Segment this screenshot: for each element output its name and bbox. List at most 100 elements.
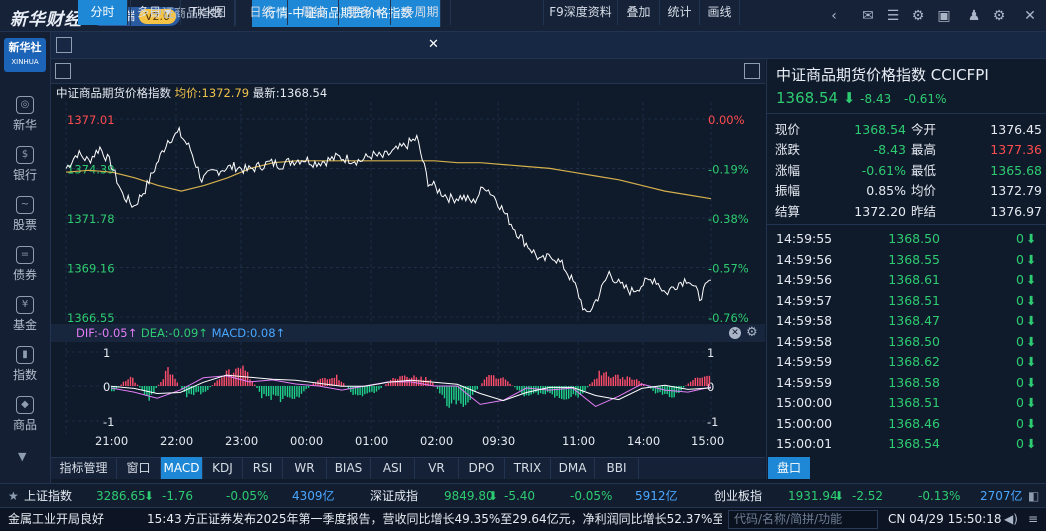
search-input[interactable]: 代码/名称/简拼/功能 bbox=[728, 510, 878, 529]
macd-bar bbox=[432, 383, 434, 386]
macd-bar bbox=[558, 386, 561, 399]
macd-bar bbox=[197, 386, 200, 392]
macd-bar bbox=[617, 374, 619, 386]
close-window-icon[interactable]: ✕ bbox=[1024, 8, 1036, 24]
quote-value: 1372.20 bbox=[854, 203, 906, 219]
stats-button[interactable]: 统计 bbox=[660, 0, 700, 25]
time-tick-label: 15:00 bbox=[691, 434, 724, 448]
indicator-tab-wr[interactable]: WR bbox=[283, 457, 327, 479]
gear-icon[interactable]: ⚙ bbox=[992, 8, 1006, 24]
indicator-tab-macd[interactable]: MACD bbox=[161, 457, 203, 479]
security-title: 中证商品期货价格指数 CCICFPI bbox=[776, 66, 989, 84]
indicator-tab-窗口[interactable]: 窗口 bbox=[117, 457, 161, 479]
mail-icon[interactable]: ✉ bbox=[862, 8, 874, 24]
macd-bar bbox=[202, 386, 204, 393]
draw-button[interactable]: 画线 bbox=[700, 0, 740, 25]
tab-intraday[interactable]: 分时 bbox=[78, 0, 128, 25]
tab-more[interactable]: 更多 ▾ bbox=[339, 0, 391, 25]
macd-bar bbox=[305, 386, 307, 390]
tab-weekly[interactable]: 周线 bbox=[288, 0, 339, 25]
sidebar-toggle-icon[interactable] bbox=[55, 63, 71, 79]
indicator-tab-vr[interactable]: VR bbox=[415, 457, 459, 479]
macd-bar bbox=[422, 380, 425, 386]
macd-bar bbox=[497, 378, 500, 386]
scroll-down-icon[interactable]: ▼ bbox=[18, 450, 27, 463]
quote-label: 涨幅 bbox=[775, 162, 801, 178]
macd-bar bbox=[218, 379, 221, 386]
macd-bar bbox=[336, 374, 338, 386]
trade-price: 1368.50 bbox=[888, 333, 940, 349]
macd-bar bbox=[561, 386, 563, 399]
sidebar-item-commodity[interactable]: ◆ 商品 bbox=[0, 396, 50, 433]
down-arrow-icon: ⬇ bbox=[1026, 272, 1037, 287]
trade-volume: 0 bbox=[1016, 313, 1024, 328]
menu-icon[interactable]: ≡ bbox=[1028, 512, 1039, 526]
xinhua-logo[interactable]: 新华社 XINHUA bbox=[4, 38, 46, 72]
sidebar-item-bond[interactable]: = 债券 bbox=[0, 246, 50, 283]
macd-bar bbox=[612, 376, 614, 386]
intraday-chart[interactable]: 1377.01 1374.39 1371.78 1369.16 1366.55 0.00%… bbox=[51, 84, 765, 457]
message-icon[interactable]: ☰ bbox=[886, 8, 900, 24]
macd-bar bbox=[211, 385, 214, 386]
macd-bar bbox=[462, 386, 464, 407]
macd-bar bbox=[256, 386, 258, 388]
chart-header: 中证商品期货价格指数 均价:1372.79 最新:1368.54 bbox=[56, 86, 328, 100]
macd-bar bbox=[633, 379, 636, 386]
indicator-tab-指标管理[interactable]: 指标管理 bbox=[51, 457, 117, 479]
macd-bar bbox=[214, 382, 216, 386]
macd-bar bbox=[636, 379, 638, 386]
back-icon[interactable]: ‹ bbox=[831, 8, 837, 24]
indicator-tab-asi[interactable]: ASI bbox=[371, 457, 415, 479]
macd-bar bbox=[600, 375, 603, 386]
macd-bar bbox=[518, 386, 521, 391]
indicator-tab-bbi[interactable]: BBI bbox=[595, 457, 639, 479]
indicator-tab-trix[interactable]: TRIX bbox=[505, 457, 551, 479]
indicator-tab-kdj[interactable]: KDJ bbox=[203, 457, 243, 479]
macd-bar bbox=[678, 386, 680, 393]
panel-toggle-icon[interactable] bbox=[744, 63, 760, 79]
time-tick-label: 01:00 bbox=[355, 434, 388, 448]
indicator-tab-bias[interactable]: BIAS bbox=[327, 457, 371, 479]
tab-multiperiod[interactable]: 多周期 bbox=[391, 0, 451, 25]
indicator-tab-dpo[interactable]: DPO bbox=[459, 457, 505, 479]
macd-bar bbox=[701, 377, 703, 386]
macd-bar bbox=[354, 386, 357, 395]
app-logo: 新华财经 bbox=[10, 10, 82, 30]
dropdown-icon: ▾ bbox=[375, 5, 382, 19]
collapse-icon[interactable]: ◧ bbox=[1028, 489, 1040, 503]
sidebar-item-index[interactable]: ▮ 指数 bbox=[0, 346, 50, 383]
macd-bar bbox=[265, 386, 268, 397]
macd-bar bbox=[272, 386, 275, 395]
tab-multiday[interactable]: 多日 ▾ bbox=[128, 0, 181, 25]
skin-icon[interactable]: ♟ bbox=[967, 8, 981, 24]
tab-daily[interactable]: 日线 bbox=[236, 0, 288, 25]
macd-bar bbox=[373, 386, 375, 394]
macd-bar bbox=[190, 386, 193, 395]
layout-icon[interactable] bbox=[56, 37, 72, 53]
macd-bar bbox=[230, 374, 232, 386]
tab-tick[interactable]: Tick图 bbox=[181, 0, 236, 25]
macd-bar bbox=[270, 386, 272, 400]
sidebar-item-fund[interactable]: ¥ 基金 bbox=[0, 296, 50, 333]
bank-icon: $ bbox=[16, 146, 34, 164]
macd-bar bbox=[232, 372, 235, 386]
indicator-tab-rsi[interactable]: RSI bbox=[243, 457, 283, 479]
lock-icon[interactable]: ▣ bbox=[937, 8, 951, 24]
settings-icon[interactable]: ⚙ bbox=[911, 8, 925, 24]
sidebar-item-xinhua[interactable]: ◎ 新华 bbox=[0, 96, 50, 133]
close-tab-icon[interactable]: ✕ bbox=[428, 37, 439, 52]
sidebar-item-stock[interactable]: ~ 股票 bbox=[0, 196, 50, 233]
tab-quote[interactable]: 行情-中证商品期货价格指数 bbox=[252, 0, 442, 27]
indicator-tab-dma[interactable]: DMA bbox=[551, 457, 595, 479]
macd-bar bbox=[268, 386, 270, 397]
close-indicator-icon[interactable]: ✕ bbox=[729, 327, 741, 339]
indicator-settings-icon[interactable]: ⚙ bbox=[746, 325, 758, 340]
volume-icon[interactable]: ◀) bbox=[1004, 512, 1018, 526]
overlay-button[interactable]: 叠加 bbox=[618, 0, 660, 25]
tab-pankou[interactable]: 盘口 bbox=[768, 457, 810, 479]
tab-csi-commodity[interactable]: 中证商品指数 bbox=[138, 0, 236, 27]
f9-button[interactable]: F9深度资料 bbox=[543, 0, 618, 25]
sidebar-item-bank[interactable]: $ 银行 bbox=[0, 146, 50, 183]
star-icon[interactable]: ★ bbox=[8, 489, 19, 503]
macd-bar bbox=[507, 381, 509, 386]
